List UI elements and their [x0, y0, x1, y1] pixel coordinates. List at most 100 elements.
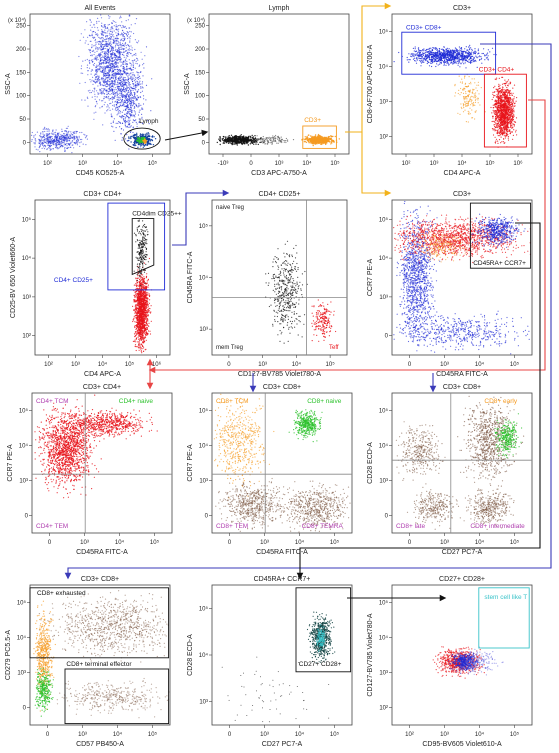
quadrant-label: CD8+ early [484, 398, 517, 405]
gate-box [64, 668, 170, 725]
y-axis-label: CD8-AF700 APC-A700-A [367, 44, 374, 123]
y-tick-label: 10⁵ [17, 600, 27, 607]
x-tick-label: 0 [46, 732, 50, 738]
plot-frame [29, 584, 171, 726]
plot-panel-2: Lymph CD3 APC-A750-A SSC-A (x 10⁴) -10³ 0 10³ 1… [184, 5, 350, 177]
x-tick-label: 10³ [260, 540, 269, 546]
x-tick-label: 10⁵ [485, 160, 495, 167]
y-tick-label: 10³ [379, 100, 388, 106]
y-tick-label: 10⁵ [199, 223, 209, 230]
gate-box [29, 587, 170, 659]
y-tick-label: 0 [23, 140, 27, 146]
plot-title: CD3+ CD8+ [263, 384, 301, 391]
y-axis-label: SSC-A [184, 73, 191, 95]
y-axis-label: SSC-A [5, 73, 12, 95]
y-tick-label: 0 [202, 140, 206, 146]
x-axis-label: CD45RA FITC-A [436, 371, 488, 378]
gate-box [107, 202, 166, 291]
y-tick-label: 10⁵ [379, 600, 389, 607]
gate-box [295, 587, 352, 673]
plot-title: CD3+ CD4+ [83, 191, 121, 198]
y-axis-label: CD28 ECD-A [367, 442, 374, 484]
y-tick-label: 0 [23, 706, 27, 712]
x-axis-label: CD45RA FITC-A [256, 549, 308, 556]
y-tick-label: 150 [16, 70, 27, 76]
quadrant-label: Teff [329, 345, 339, 351]
plot-frame [211, 584, 353, 726]
y-tick-label: 250 [16, 24, 27, 30]
y-tick-label: 10⁴ [17, 635, 27, 642]
x-tick-label: 10³ [275, 161, 284, 167]
quadrant-label: CD8+ naive [307, 398, 342, 405]
plot-title: CD4+ CD25+ [258, 191, 300, 198]
plot-panel-8: CD3+ CD8+ CD45RA FITC-A CCR7 PE-A 0 10³ 10⁴ 10… [187, 384, 353, 556]
y-multiplier: (x 10⁴) [187, 17, 205, 24]
y-axis-label: CCR7 PE-A [7, 444, 14, 482]
x-axis-label: CD3 APC-A750-A [251, 170, 307, 177]
y-axis-label: CD279 PC5.5-A [5, 630, 12, 681]
y-tick-label: 250 [195, 24, 206, 30]
y-axis-label: CCR7 PE-A [367, 258, 374, 296]
gate-label: Lymph [139, 118, 159, 125]
x-tick-label: 0 [227, 362, 231, 368]
x-axis-label: CD127-BV785 Violet780-A [238, 371, 321, 378]
x-tick-label: 10⁴ [295, 731, 305, 738]
x-axis-label: CD27 PC7-A [442, 549, 483, 556]
x-tick-label: 10⁴ [115, 539, 125, 546]
y-tick-label: 10⁴ [19, 443, 29, 450]
plot-title: CD27+ CD28+ [439, 576, 485, 583]
x-tick-label: 10⁵ [330, 731, 340, 738]
gate-label: CD27+ CD28+ [299, 661, 342, 668]
plot-title: CD3+ [453, 191, 471, 198]
plot-panel-7: CD3+ CD4+ CD45RA FITC-A CCR7 PE-A 0 10³ 10⁴ 10… [7, 384, 173, 556]
arrow-cd4-to-treg [172, 189, 230, 246]
plot-title: CD3+ [453, 5, 471, 12]
x-tick-label: 10³ [80, 540, 89, 546]
x-tick-label: 10⁴ [113, 731, 123, 738]
quadrant-label: CD4+ TEM [36, 523, 68, 530]
y-tick-label: 10² [22, 334, 31, 340]
y-tick-label: 10² [379, 135, 388, 141]
plot-panel-9: CD3+ CD8+ CD27 PC7-A CD28 ECD-A 0 10³ 10⁴ 10⁵ 0… [367, 384, 533, 556]
gate-box [302, 125, 337, 149]
plot-title: Lymph [269, 5, 290, 12]
x-tick-label: 10³ [258, 362, 267, 368]
plot-title: CD45RA+ CCR7+ [254, 576, 311, 583]
x-tick-label: 10⁵ [330, 160, 340, 167]
gate-label: CD3+ CD4+ [479, 66, 515, 73]
y-axis-label: CD28 ECD-A [187, 634, 194, 676]
x-axis-label: CD4 APC-A [84, 371, 121, 378]
x-tick-label: 10⁵ [148, 731, 158, 738]
y-axis-label: CD25-BV 650 Violet660-A [10, 237, 17, 319]
y-tick-label: 200 [16, 47, 27, 53]
gate-box [401, 31, 497, 75]
gate-label: CD3+ CD8+ [406, 24, 442, 31]
x-tick-label: 10² [405, 732, 414, 738]
x-tick-label: 10² [43, 161, 52, 167]
x-tick-label: 0 [249, 161, 253, 167]
y-tick-label: 10³ [199, 327, 208, 333]
y-tick-label: 10⁴ [379, 255, 389, 262]
x-tick-label: 10³ [260, 732, 269, 738]
arrow-cd4-to-cd4-subsets [148, 99, 546, 374]
x-tick-label: 10⁴ [475, 539, 485, 546]
gate-label: stem cell like T [484, 594, 527, 601]
y-tick-label: 10⁴ [379, 443, 389, 450]
plot-panel-11: CD45RA+ CCR7+ CD27 PC7-A CD28 ECD-A 0 10³ 10⁴… [187, 576, 353, 748]
x-tick-label: 0 [408, 540, 412, 546]
y-tick-label: 10³ [19, 479, 28, 485]
x-axis-label: CD95-BV605 Violet610-A [422, 741, 502, 748]
y-tick-label: 10³ [199, 700, 208, 706]
y-tick-label: 200 [195, 47, 206, 53]
x-tick-label: 10⁴ [113, 160, 123, 167]
plot-title: CD3+ CD4+ [83, 384, 121, 391]
x-axis-label: CD57 PB450-A [76, 741, 124, 748]
x-tick-label: 10³ [440, 540, 449, 546]
arrow-lymph-to-cd3 [164, 129, 209, 141]
x-tick-label: 0 [48, 540, 52, 546]
y-tick-label: 0 [205, 514, 209, 520]
gate-label: CD8+ terminal effector [66, 661, 132, 668]
x-tick-label: 10⁵ [125, 361, 135, 368]
y-tick-label: 10⁴ [22, 255, 32, 262]
y-tick-label: 0 [385, 334, 389, 340]
